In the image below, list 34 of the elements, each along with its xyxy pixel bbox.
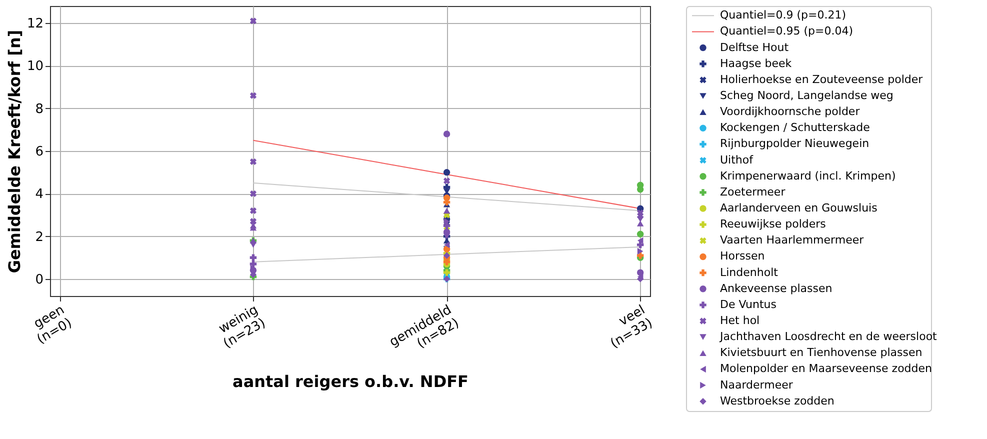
legend-label: Quantiel=0.9 (p=0.21) [720, 8, 846, 22]
legend-label: Voordijkhoornsche polder [720, 105, 860, 118]
legend-label: Rijnburgpolder Nieuwegein [720, 137, 870, 150]
legend-label: Zoetermeer [720, 185, 786, 198]
legend-label: Kockengen / Schutterskade [720, 121, 870, 134]
y-tick-label: 10 [26, 59, 44, 74]
legend-label: Krimpenerwaard (incl. Krimpen) [720, 169, 896, 182]
y-axis-title: Gemiddelde Kreeft/korf [n] [4, 30, 24, 274]
legend-label: Holierhoekse en Zouteveense polder [720, 72, 924, 86]
y-tick-label: 12 [26, 16, 44, 32]
y-tick-label: 2 [35, 230, 44, 245]
y-tick-label: 0 [35, 272, 44, 288]
legend-label: Het hol [720, 314, 760, 327]
y-tick-label: 6 [35, 144, 44, 160]
y-tick-label: 4 [35, 187, 44, 202]
legend-label: Naardermeer [720, 378, 794, 392]
x-axis-title: aantal reigers o.b.v. NDFF [232, 372, 468, 392]
legend-label: Vaarten Haarlemmermeer [720, 234, 864, 247]
legend-label: Lindenholt [720, 266, 779, 279]
legend-label: Horssen [720, 250, 765, 263]
legend-label: Uithof [720, 153, 754, 166]
legend-label: Quantiel=0.95 (p=0.04) [720, 24, 854, 38]
y-tick-label: 8 [35, 102, 44, 117]
legend-label: Reeuwijkse polders [720, 218, 826, 231]
legend-label: De Vuntus [720, 298, 777, 311]
legend-label: Scheg Noord, Langelandse weg [720, 89, 894, 102]
legend-label: Molenpolder en Maarseveense zodden [720, 362, 932, 376]
legend-label: Haagse beek [720, 56, 792, 70]
legend-label: Kivietsbuurt en Tienhovense plassen [720, 346, 922, 360]
legend-label: Aarlanderveen en Gouwsluis [720, 202, 878, 214]
legend-label: Delftse Hout [720, 40, 790, 54]
legend-label: Westbroekse zodden [720, 394, 834, 408]
legend-label: Jachthaven Loosdrecht en de weersloot [719, 330, 938, 344]
legend-label: Ankeveense plassen [720, 282, 832, 295]
